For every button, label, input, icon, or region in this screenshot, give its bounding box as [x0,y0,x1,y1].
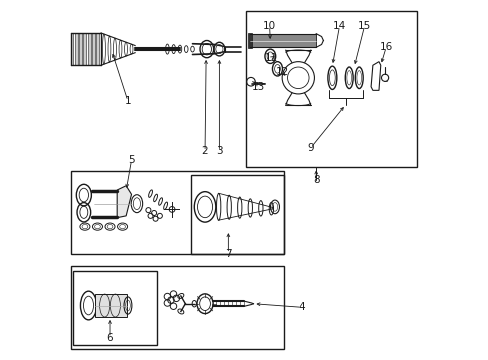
Bar [94,294,126,317]
Text: 4: 4 [298,302,305,312]
Bar [79,33,82,65]
Bar [246,12,416,167]
Text: 14: 14 [332,21,346,31]
Text: 7: 7 [224,248,231,258]
Text: 3: 3 [216,146,222,156]
Bar [73,271,157,345]
Text: 10: 10 [263,21,276,31]
Text: 9: 9 [307,143,313,153]
Text: 2: 2 [202,146,208,156]
Text: 1: 1 [124,96,131,106]
Polygon shape [117,186,131,218]
Bar [75,33,78,65]
Bar [249,34,316,47]
Text: 16: 16 [379,42,392,52]
Text: 15: 15 [357,21,370,31]
Bar [88,33,90,65]
Bar [190,175,284,253]
Text: 12: 12 [275,67,288,77]
Bar [96,33,99,65]
Text: 11: 11 [264,53,278,63]
Bar [70,171,284,253]
Text: 5: 5 [128,155,135,165]
Bar [70,33,73,65]
Bar [92,33,95,65]
Bar [70,266,284,348]
Text: 6: 6 [106,333,113,343]
Bar [83,33,86,65]
Text: 8: 8 [312,175,319,185]
Text: 13: 13 [252,82,265,92]
Bar [247,33,252,48]
